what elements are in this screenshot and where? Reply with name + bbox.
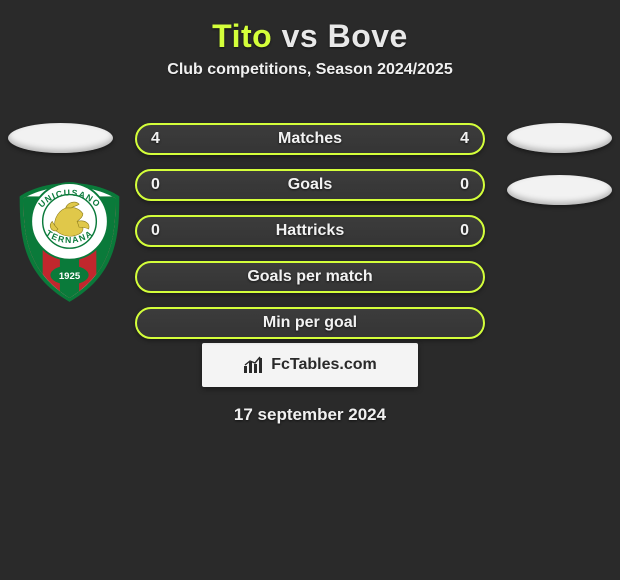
club-badge-svg: UNICUSANO TERNANA 1925 bbox=[12, 179, 127, 304]
watermark-text: FcTables.com bbox=[271, 356, 377, 374]
player1-name: Tito bbox=[212, 18, 272, 54]
player2-name: Bove bbox=[328, 18, 408, 54]
subtitle: Club competitions, Season 2024/2025 bbox=[167, 61, 452, 79]
stat-label: Min per goal bbox=[263, 314, 357, 332]
stat-row-goals: 0 Goals 0 bbox=[135, 169, 485, 201]
stats-stage: UNICUSANO TERNANA 1925 4 bbox=[0, 103, 620, 333]
player1-placeholder-ellipse bbox=[8, 123, 113, 153]
stat-row-hattricks: 0 Hattricks 0 bbox=[135, 215, 485, 247]
stat-label: Hattricks bbox=[276, 222, 344, 240]
stat-row-min-per-goal: Min per goal bbox=[135, 307, 485, 339]
stat-right-value: 4 bbox=[460, 130, 469, 148]
stat-left-value: 0 bbox=[151, 222, 160, 240]
comparison-infographic: Tito vs Bove Club competitions, Season 2… bbox=[0, 0, 620, 435]
stat-label: Goals bbox=[288, 176, 332, 194]
watermark-box: FcTables.com bbox=[202, 343, 418, 387]
stat-row-matches: 4 Matches 4 bbox=[135, 123, 485, 155]
stat-right-value: 0 bbox=[460, 222, 469, 240]
badge-year-ribbon: 1925 bbox=[50, 265, 88, 284]
stat-left-value: 0 bbox=[151, 176, 160, 194]
club-badge: UNICUSANO TERNANA 1925 bbox=[12, 179, 127, 304]
page-title: Tito vs Bove bbox=[212, 18, 408, 55]
stat-left-value: 4 bbox=[151, 130, 160, 148]
stat-label: Goals per match bbox=[247, 268, 372, 286]
stat-rows: 4 Matches 4 0 Goals 0 0 Hattricks 0 Goal… bbox=[135, 123, 485, 339]
vs-separator: vs bbox=[282, 18, 319, 54]
stat-row-goals-per-match: Goals per match bbox=[135, 261, 485, 293]
stat-right-value: 0 bbox=[460, 176, 469, 194]
bar-chart-icon bbox=[243, 356, 265, 374]
player2-placeholder-ellipse-2 bbox=[507, 175, 612, 205]
player2-placeholder-ellipse-1 bbox=[507, 123, 612, 153]
date-label: 17 september 2024 bbox=[234, 405, 386, 425]
stat-label: Matches bbox=[278, 130, 342, 148]
badge-year: 1925 bbox=[59, 271, 81, 282]
